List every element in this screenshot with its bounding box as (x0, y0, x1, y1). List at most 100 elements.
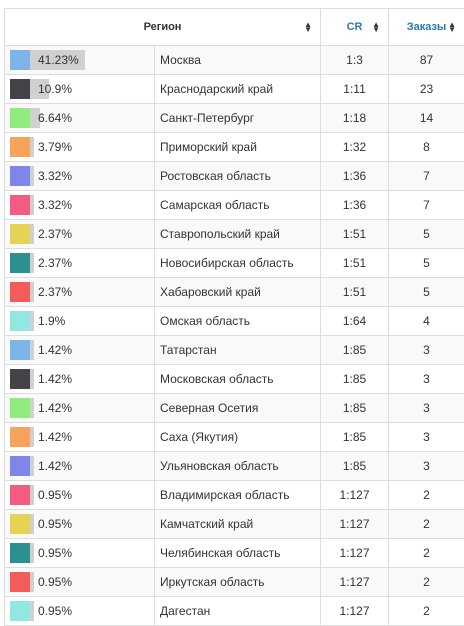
sort-icon[interactable]: ▲▼ (448, 22, 456, 32)
cr-cell: 1:127 (321, 481, 389, 510)
orders-column-header[interactable]: Заказы ▲▼ (389, 9, 464, 46)
cr-cell: 1:3 (321, 46, 389, 75)
share-cell: 0.95% (5, 481, 155, 510)
color-swatch (10, 311, 30, 331)
orders-cell: 87 (389, 46, 464, 75)
share-cell: 41.23% (5, 46, 155, 75)
color-swatch (10, 195, 30, 215)
share-cell: 1.42% (5, 336, 155, 365)
share-cell: 1.42% (5, 423, 155, 452)
region-cell: Владимирская область (155, 481, 321, 510)
share-percent: 2.37% (38, 285, 72, 299)
share-percent: 0.95% (38, 575, 72, 589)
share-percent: 3.32% (38, 198, 72, 212)
region-cell: Санкт-Петербург (155, 104, 321, 133)
share-percent: 1.9% (38, 314, 65, 328)
share-percent: 2.37% (38, 256, 72, 270)
color-swatch (10, 572, 30, 592)
share-percent: 10.9% (38, 82, 72, 96)
share-percent: 0.95% (38, 604, 72, 618)
cr-column-header[interactable]: CR ▲▼ (321, 9, 389, 46)
color-swatch (10, 601, 30, 621)
orders-cell: 2 (389, 568, 464, 597)
cr-cell: 1:85 (321, 336, 389, 365)
share-cell: 3.32% (5, 191, 155, 220)
share-percent: 1.42% (38, 372, 72, 386)
orders-cell: 3 (389, 365, 464, 394)
share-cell: 0.95% (5, 510, 155, 539)
share-percent: 3.79% (38, 140, 72, 154)
color-swatch (10, 166, 30, 186)
orders-cell: 5 (389, 249, 464, 278)
share-cell: 2.37% (5, 220, 155, 249)
share-cell: 10.9% (5, 75, 155, 104)
region-cell: Ульяновская область (155, 452, 321, 481)
cr-cell: 1:36 (321, 162, 389, 191)
cr-cell: 1:51 (321, 220, 389, 249)
share-percent: 6.64% (38, 111, 72, 125)
orders-cell: 14 (389, 104, 464, 133)
orders-cell: 2 (389, 597, 464, 626)
share-cell: 0.95% (5, 597, 155, 626)
cr-cell: 1:127 (321, 568, 389, 597)
region-column-header[interactable]: Регион ▲▼ (5, 9, 321, 46)
region-cell: Саха (Якутия) (155, 423, 321, 452)
region-cell: Челябинская область (155, 539, 321, 568)
share-percent: 1.42% (38, 430, 72, 444)
color-swatch (10, 369, 30, 389)
share-cell: 1.42% (5, 394, 155, 423)
color-swatch (10, 485, 30, 505)
share-cell: 0.95% (5, 568, 155, 597)
cr-cell: 1:64 (321, 307, 389, 336)
color-swatch (10, 79, 30, 99)
share-percent: 0.95% (38, 517, 72, 531)
region-header-label: Регион (144, 21, 182, 33)
share-cell: 2.37% (5, 278, 155, 307)
orders-cell: 2 (389, 539, 464, 568)
cr-cell: 1:127 (321, 539, 389, 568)
color-swatch (10, 137, 30, 157)
cr-cell: 1:85 (321, 452, 389, 481)
color-swatch (10, 50, 30, 70)
share-percent: 0.95% (38, 546, 72, 560)
cr-cell: 1:85 (321, 423, 389, 452)
orders-cell: 5 (389, 220, 464, 249)
region-cell: Москва (155, 46, 321, 75)
region-cell: Татарстан (155, 336, 321, 365)
region-cell: Новосибирская область (155, 249, 321, 278)
orders-cell: 7 (389, 162, 464, 191)
color-swatch (10, 398, 30, 418)
color-swatch (10, 427, 30, 447)
cr-cell: 1:36 (321, 191, 389, 220)
region-cell: Приморский край (155, 133, 321, 162)
orders-cell: 4 (389, 307, 464, 336)
orders-cell: 3 (389, 336, 464, 365)
orders-header-label: Заказы (407, 21, 447, 33)
share-cell: 2.37% (5, 249, 155, 278)
share-percent: 1.42% (38, 343, 72, 357)
color-swatch (10, 340, 30, 360)
orders-cell: 8 (389, 133, 464, 162)
sort-icon[interactable]: ▲▼ (304, 22, 312, 32)
color-swatch (10, 456, 30, 476)
cr-cell: 1:85 (321, 394, 389, 423)
sort-icon[interactable]: ▲▼ (372, 22, 380, 32)
region-cell: Ставропольский край (155, 220, 321, 249)
orders-cell: 3 (389, 394, 464, 423)
color-swatch (10, 253, 30, 273)
share-cell: 6.64% (5, 104, 155, 133)
